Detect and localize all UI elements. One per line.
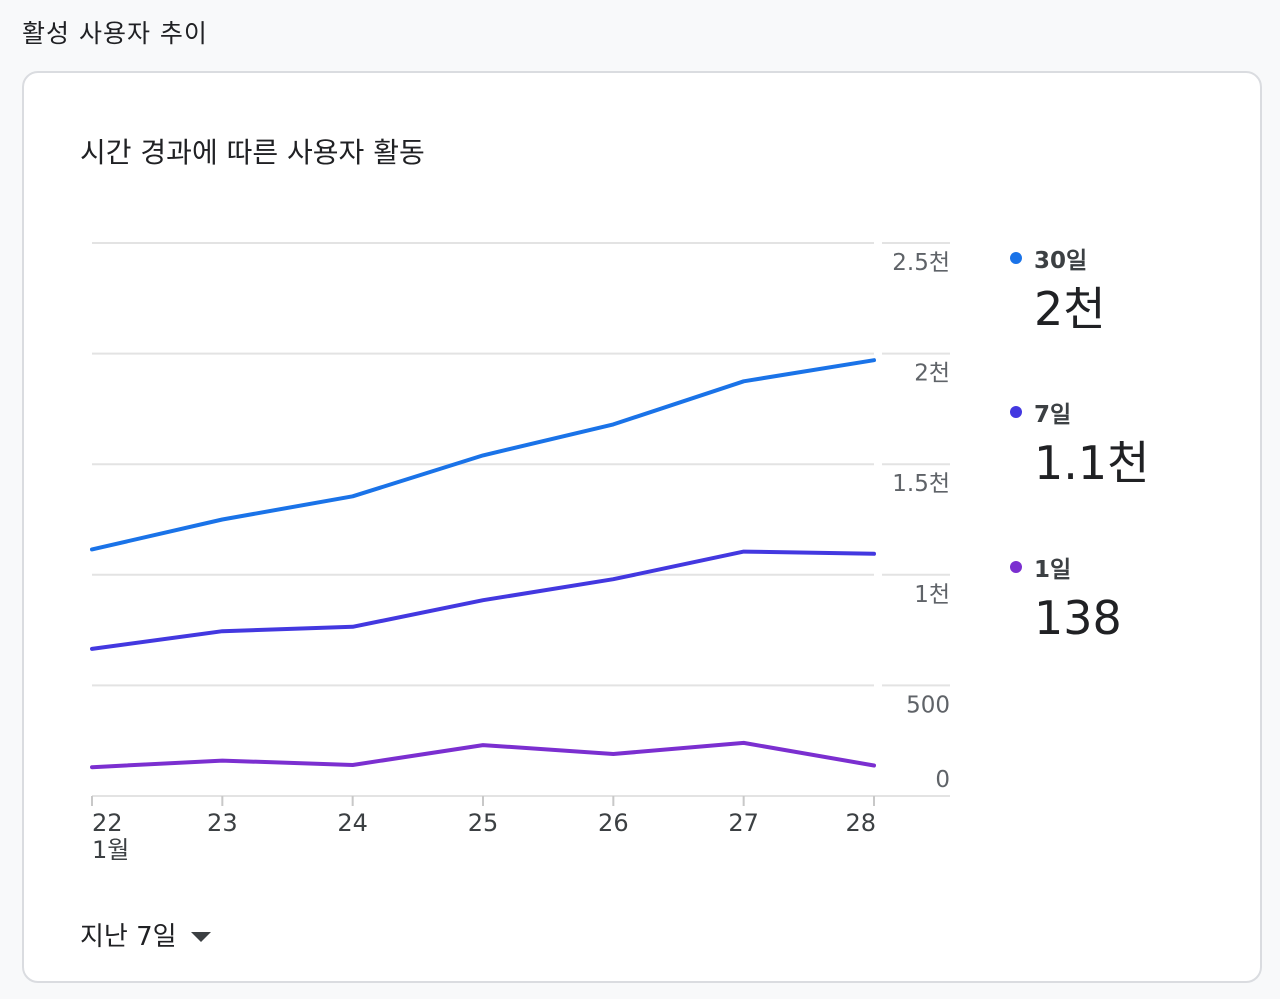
x-tick-label: 23 [207,809,238,837]
y-tick-label: 2천 [914,361,950,387]
x-tick-label: 25 [468,809,499,837]
x-axis-month-label: 1월 [92,836,129,864]
x-tick-label: 26 [598,809,629,837]
y-tick-label: 1.5천 [892,471,950,497]
card-title: 시간 경과에 따른 사용자 활동 [80,136,425,169]
series-line-1d [90,740,876,770]
legend-label-1d: 1일 [1034,557,1072,583]
legend-value-7d: 1.1천 [1034,436,1150,490]
user-activity-chart: 0 500 1천 1.5천 2천 2.5천 22 23 24 25 26 27 28 1월 [90,242,950,864]
legend-dot-7d [1010,406,1022,418]
legend-item-30d: 30일 2천 [1008,243,1106,335]
legend-value-1d: 138 [1034,591,1122,645]
legend-label-7d: 7일 [1034,402,1072,428]
y-tick-label: 0 [935,767,950,793]
legend-value-30d: 2천 [1034,282,1106,336]
x-tick-label: 24 [337,809,368,837]
series-line-7d [90,549,876,651]
date-range-dropdown[interactable]: 지난 7일 [80,916,211,953]
date-range-label: 지난 7일 [80,922,177,952]
legend-dot-1d [1010,561,1022,573]
series-line-30d [90,358,876,552]
y-tick-label: 1천 [914,582,950,608]
arrow-drop-down-icon [190,931,211,942]
y-tick-label: 2.5천 [892,250,950,276]
legend-item-7d: 7일 1.1천 [1008,397,1149,489]
x-tick-label: 27 [728,809,759,837]
x-tick-label: 22 [92,809,123,837]
x-tick-label: 28 [845,809,876,837]
user-activity-card: 시간 경과에 따른 사용자 활동 0 500 1천 1.5천 2천 2.5천 22 23 24 2… [22,71,1262,983]
section-title: 활성 사용자 추이 [22,19,208,48]
y-tick-label: 500 [906,692,950,718]
legend-item-1d: 1일 138 [1008,552,1122,644]
legend-dot-30d [1010,252,1022,264]
legend-label-30d: 30일 [1034,248,1088,274]
